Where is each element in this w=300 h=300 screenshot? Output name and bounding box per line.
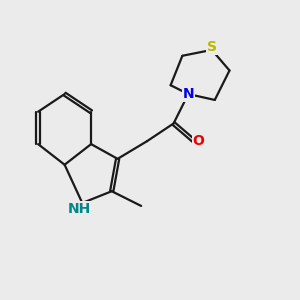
Text: S: S [207, 40, 217, 54]
Text: NH: NH [68, 202, 91, 216]
Text: O: O [193, 134, 205, 148]
Text: N: N [182, 87, 194, 101]
